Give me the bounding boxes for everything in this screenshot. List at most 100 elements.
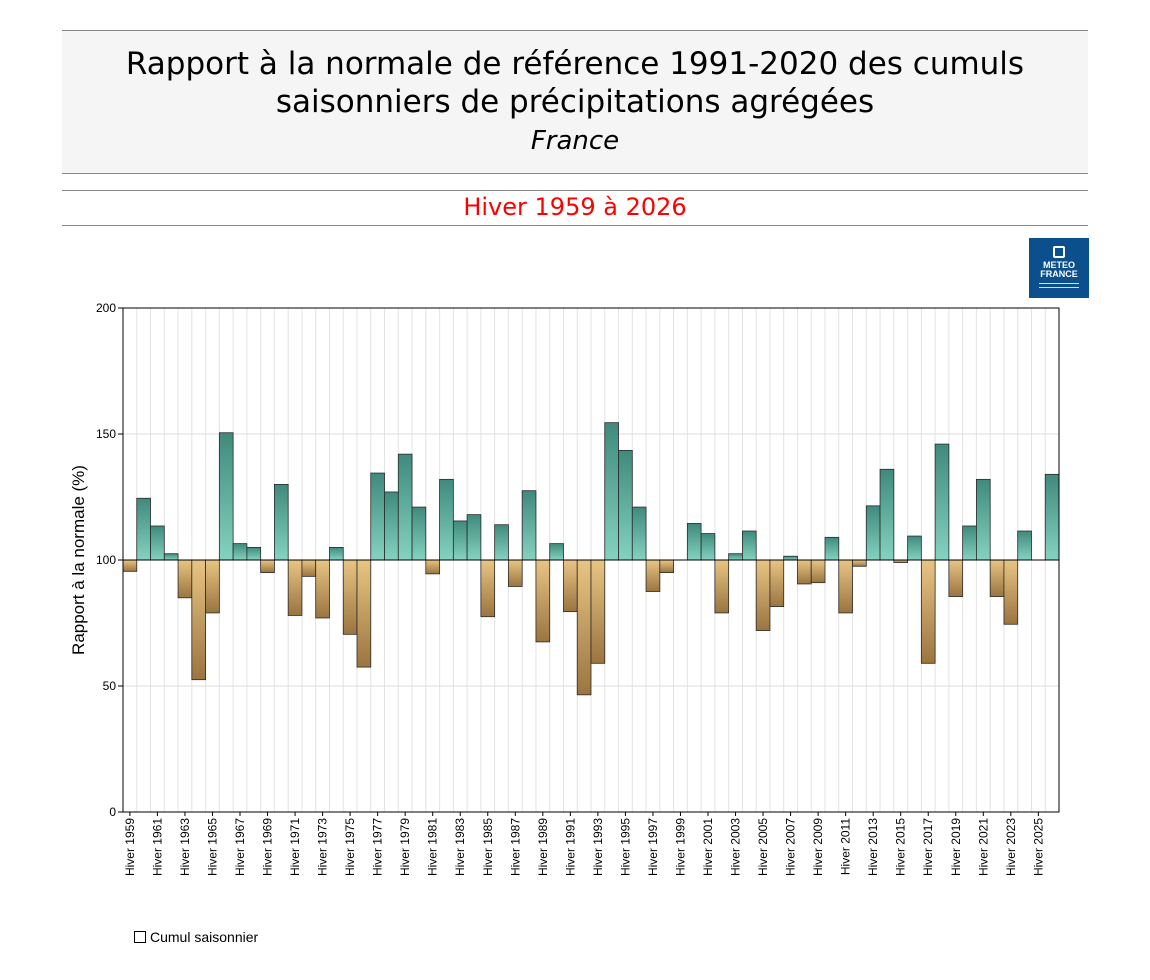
bar xyxy=(1003,559,1019,625)
x-tick-label: Hiver 1975 xyxy=(343,818,357,876)
logo-text-line1: METEO xyxy=(1042,260,1075,270)
y-tick-label: 100 xyxy=(96,553,116,567)
bar xyxy=(728,553,743,561)
x-tick-label: Hiver 2003 xyxy=(729,818,743,876)
bar xyxy=(563,559,578,613)
bar xyxy=(976,478,991,561)
logo-tagline-mark xyxy=(1039,283,1079,288)
x-tick-label: Hiver 2019 xyxy=(949,818,963,876)
chart-subtitle: France xyxy=(530,126,620,156)
bar xyxy=(191,559,206,681)
x-tick-label: Hiver 2023 xyxy=(1004,818,1018,876)
chart-title-line1: Rapport à la normale de référence 1991-2… xyxy=(125,46,1025,82)
x-tick-label: Hiver 1983 xyxy=(453,818,467,876)
bar xyxy=(466,514,482,561)
bar xyxy=(274,483,289,561)
bar xyxy=(1044,473,1060,561)
x-tick-label: Hiver 1989 xyxy=(536,818,550,876)
bar xyxy=(934,443,950,561)
bar xyxy=(163,553,179,561)
bar xyxy=(920,559,936,664)
bar xyxy=(315,559,330,619)
bar xyxy=(838,559,853,614)
bar xyxy=(370,472,385,561)
x-tick-label: Hiver 2007 xyxy=(784,818,798,876)
bar xyxy=(342,559,358,635)
bar xyxy=(397,453,413,561)
bar xyxy=(631,506,647,561)
y-tick-label: 200 xyxy=(96,301,116,315)
bar xyxy=(205,559,220,614)
bar xyxy=(755,559,771,631)
legend: Cumul saisonnier xyxy=(134,928,258,946)
bar xyxy=(549,543,564,561)
bar xyxy=(659,559,674,574)
bar xyxy=(452,520,468,561)
x-tick-label: Hiver 2013 xyxy=(866,818,880,876)
x-tick-label: Hiver 2009 xyxy=(811,818,825,876)
y-tick-label: 50 xyxy=(103,679,117,693)
bar xyxy=(329,547,344,561)
bar xyxy=(865,505,881,561)
x-tick-label: Hiver 1999 xyxy=(673,818,687,876)
x-tick-label: Hiver 1963 xyxy=(178,818,192,876)
y-axis-label: Rapport à la normale (%) xyxy=(69,465,88,655)
x-tick-label: Hiver 2025 xyxy=(1031,818,1045,876)
bar xyxy=(425,559,440,575)
x-tick-label: Hiver 2021 xyxy=(976,818,990,876)
bar xyxy=(439,478,454,561)
bar xyxy=(907,535,922,561)
bar xyxy=(590,559,606,664)
x-tick-label: Hiver 1959 xyxy=(123,818,137,876)
bar xyxy=(962,525,977,561)
x-tick-label: Hiver 2015 xyxy=(894,818,908,876)
x-tick-label: Hiver 1995 xyxy=(618,818,632,876)
bar xyxy=(260,559,275,574)
bar xyxy=(177,559,193,599)
x-tick-label: Hiver 1981 xyxy=(426,818,440,876)
y-tick-label: 0 xyxy=(109,805,116,819)
bar xyxy=(150,525,165,561)
bar xyxy=(521,490,537,561)
bar xyxy=(136,497,151,561)
y-tick-label: 150 xyxy=(96,427,116,441)
bar xyxy=(742,530,757,561)
bar xyxy=(879,468,895,561)
bar xyxy=(686,523,702,561)
bar xyxy=(246,547,262,561)
bar xyxy=(480,559,496,618)
bar xyxy=(535,559,551,643)
bar xyxy=(1017,530,1032,561)
bar xyxy=(618,449,633,561)
bar xyxy=(645,559,661,592)
x-tick-label: Hiver 2011 xyxy=(839,818,853,875)
legend-swatch xyxy=(134,931,146,943)
bar xyxy=(783,555,798,561)
title-panel: Rapport à la normale de référence 1991-2… xyxy=(62,30,1088,174)
x-tick-label: Hiver 2017 xyxy=(921,818,935,876)
bar xyxy=(384,491,399,561)
logo-mark-icon xyxy=(1053,246,1065,258)
bar xyxy=(810,559,826,584)
logo-text-line2: FRANCE xyxy=(1040,269,1078,279)
x-tick-label: Hiver 1969 xyxy=(261,818,275,876)
bar xyxy=(948,559,964,597)
bar xyxy=(356,559,372,668)
bar xyxy=(287,559,303,616)
legend-label: Cumul saisonnier xyxy=(150,929,259,945)
x-tick-label: Hiver 1979 xyxy=(398,818,412,876)
x-tick-label: Hiver 1985 xyxy=(481,818,495,876)
x-tick-label: Hiver 1971 xyxy=(288,818,302,876)
bar xyxy=(508,559,523,587)
bar xyxy=(769,559,785,608)
bar xyxy=(989,559,1005,597)
bar xyxy=(700,533,716,561)
x-tick-label: Hiver 1977 xyxy=(371,818,385,876)
bar xyxy=(232,543,248,561)
chart-title-line2: saisonniers de précipitations agrégées xyxy=(275,84,875,120)
x-tick-label: Hiver 2001 xyxy=(701,818,715,876)
bar xyxy=(797,559,812,585)
period-panel: Hiver 1959 à 2026 xyxy=(62,190,1088,226)
bar xyxy=(301,559,317,577)
bar xyxy=(852,559,867,567)
